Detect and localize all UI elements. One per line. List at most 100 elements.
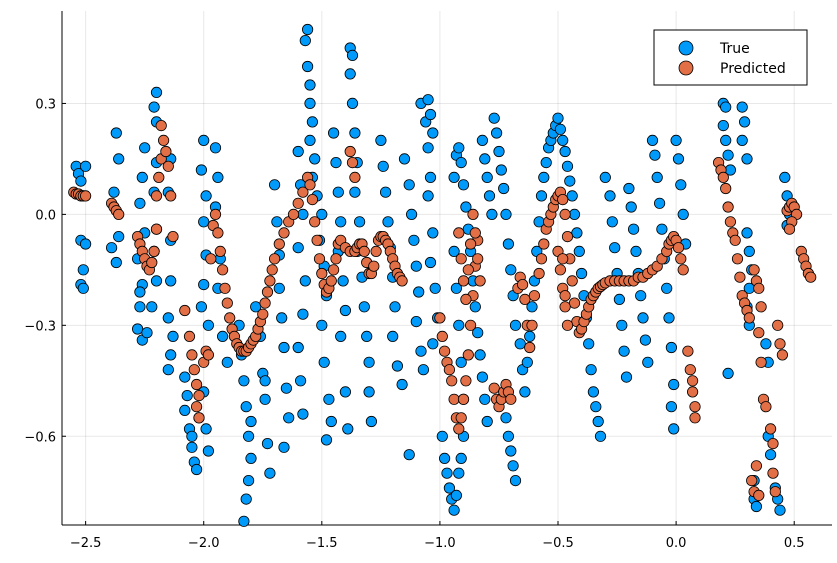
data-point-true bbox=[268, 179, 281, 191]
legend-label-true: True bbox=[719, 41, 750, 57]
data-point-predicted bbox=[148, 245, 160, 257]
data-point-true bbox=[427, 338, 439, 350]
legend: True Predicted bbox=[653, 29, 808, 86]
data-point-true bbox=[410, 315, 422, 328]
data-point-true bbox=[448, 171, 460, 183]
data-point-true bbox=[80, 238, 92, 250]
data-point-predicted bbox=[160, 145, 172, 158]
data-point-predicted bbox=[488, 382, 500, 394]
data-point-true bbox=[620, 371, 633, 383]
data-point-true bbox=[526, 301, 538, 313]
data-point-predicted bbox=[559, 290, 571, 302]
data-point-true bbox=[455, 157, 467, 169]
data-point-true bbox=[195, 301, 207, 313]
x-tick-label: −1.5 bbox=[306, 536, 338, 551]
data-point-predicted bbox=[734, 271, 746, 283]
data-point-true bbox=[427, 127, 439, 139]
data-point-true bbox=[774, 504, 786, 516]
data-point-true bbox=[346, 49, 359, 62]
data-point-predicted bbox=[304, 179, 316, 191]
data-point-true bbox=[398, 153, 411, 165]
data-point-true bbox=[668, 423, 680, 435]
data-point-true bbox=[297, 308, 309, 320]
data-point-true bbox=[186, 441, 198, 453]
data-point-true bbox=[77, 264, 89, 276]
data-point-predicted bbox=[179, 304, 191, 317]
data-point-predicted bbox=[568, 297, 581, 309]
data-point-true bbox=[278, 441, 290, 453]
data-point-predicted bbox=[205, 253, 217, 265]
data-point-predicted bbox=[153, 171, 165, 183]
data-point-true bbox=[472, 327, 484, 339]
data-point-predicted bbox=[720, 182, 732, 195]
data-point-true bbox=[335, 216, 347, 228]
data-point-true bbox=[240, 401, 252, 413]
data-point-true bbox=[150, 86, 163, 99]
x-tick-label: −1.0 bbox=[424, 536, 456, 551]
data-point-predicted bbox=[146, 256, 158, 269]
data-point-true bbox=[557, 134, 569, 146]
data-point-true bbox=[474, 349, 486, 361]
data-point-predicted bbox=[717, 171, 729, 183]
data-point-true bbox=[186, 430, 198, 442]
data-point-true bbox=[637, 312, 649, 324]
data-point-predicted bbox=[212, 227, 224, 239]
data-point-true bbox=[316, 208, 328, 220]
y-tick-label: −0.6 bbox=[24, 430, 56, 445]
data-point-true bbox=[453, 467, 465, 479]
data-point-predicted bbox=[559, 301, 571, 313]
data-point-true bbox=[299, 34, 311, 47]
data-point-predicted bbox=[457, 393, 470, 405]
data-point-true bbox=[410, 260, 422, 272]
data-point-predicted bbox=[538, 238, 550, 250]
data-point-true bbox=[299, 275, 311, 287]
x-tick-label: 0.0 bbox=[666, 536, 687, 551]
data-point-predicted bbox=[191, 378, 203, 391]
data-point-predicted bbox=[370, 245, 382, 257]
y-tick-label: 0.3 bbox=[35, 97, 56, 112]
data-point-true bbox=[443, 482, 455, 494]
data-point-predicted bbox=[309, 216, 321, 228]
data-point-true bbox=[342, 423, 354, 435]
data-point-true bbox=[330, 157, 342, 169]
data-point-true bbox=[502, 238, 514, 250]
data-point-true bbox=[292, 145, 304, 158]
data-point-predicted bbox=[224, 312, 236, 324]
data-point-predicted bbox=[155, 120, 167, 132]
data-point-predicted bbox=[467, 208, 479, 220]
data-point-true bbox=[405, 208, 418, 220]
data-point-true bbox=[488, 112, 500, 124]
data-point-predicted bbox=[760, 401, 772, 413]
data-point-true bbox=[261, 437, 274, 450]
data-point-true bbox=[559, 145, 571, 158]
data-point-true bbox=[469, 301, 481, 313]
data-point-true bbox=[181, 389, 193, 402]
data-point-true bbox=[200, 190, 212, 202]
data-point-true bbox=[179, 371, 191, 383]
data-point-true bbox=[613, 293, 626, 305]
data-point-true bbox=[245, 452, 257, 464]
data-point-true bbox=[552, 112, 564, 124]
data-point-true bbox=[663, 312, 675, 324]
data-point-true bbox=[722, 367, 734, 379]
data-point-true bbox=[460, 201, 472, 213]
grid-lines bbox=[62, 11, 832, 525]
data-point-true bbox=[377, 160, 389, 172]
data-point-true bbox=[276, 312, 288, 324]
data-point-true bbox=[455, 356, 467, 368]
data-point-true bbox=[212, 171, 224, 183]
data-point-predicted bbox=[684, 364, 696, 376]
data-point-predicted bbox=[554, 264, 567, 276]
data-point-true bbox=[297, 208, 309, 220]
data-point-true bbox=[722, 149, 734, 161]
data-point-true bbox=[259, 393, 271, 405]
data-point-true bbox=[134, 301, 146, 313]
data-point-true bbox=[327, 127, 340, 139]
data-point-true bbox=[720, 101, 732, 113]
data-point-true bbox=[363, 386, 375, 398]
data-point-true bbox=[349, 186, 361, 198]
data-point-predicted bbox=[528, 290, 541, 302]
data-point-true bbox=[736, 101, 748, 113]
data-point-predicted bbox=[273, 238, 285, 250]
data-point-true bbox=[396, 378, 408, 391]
